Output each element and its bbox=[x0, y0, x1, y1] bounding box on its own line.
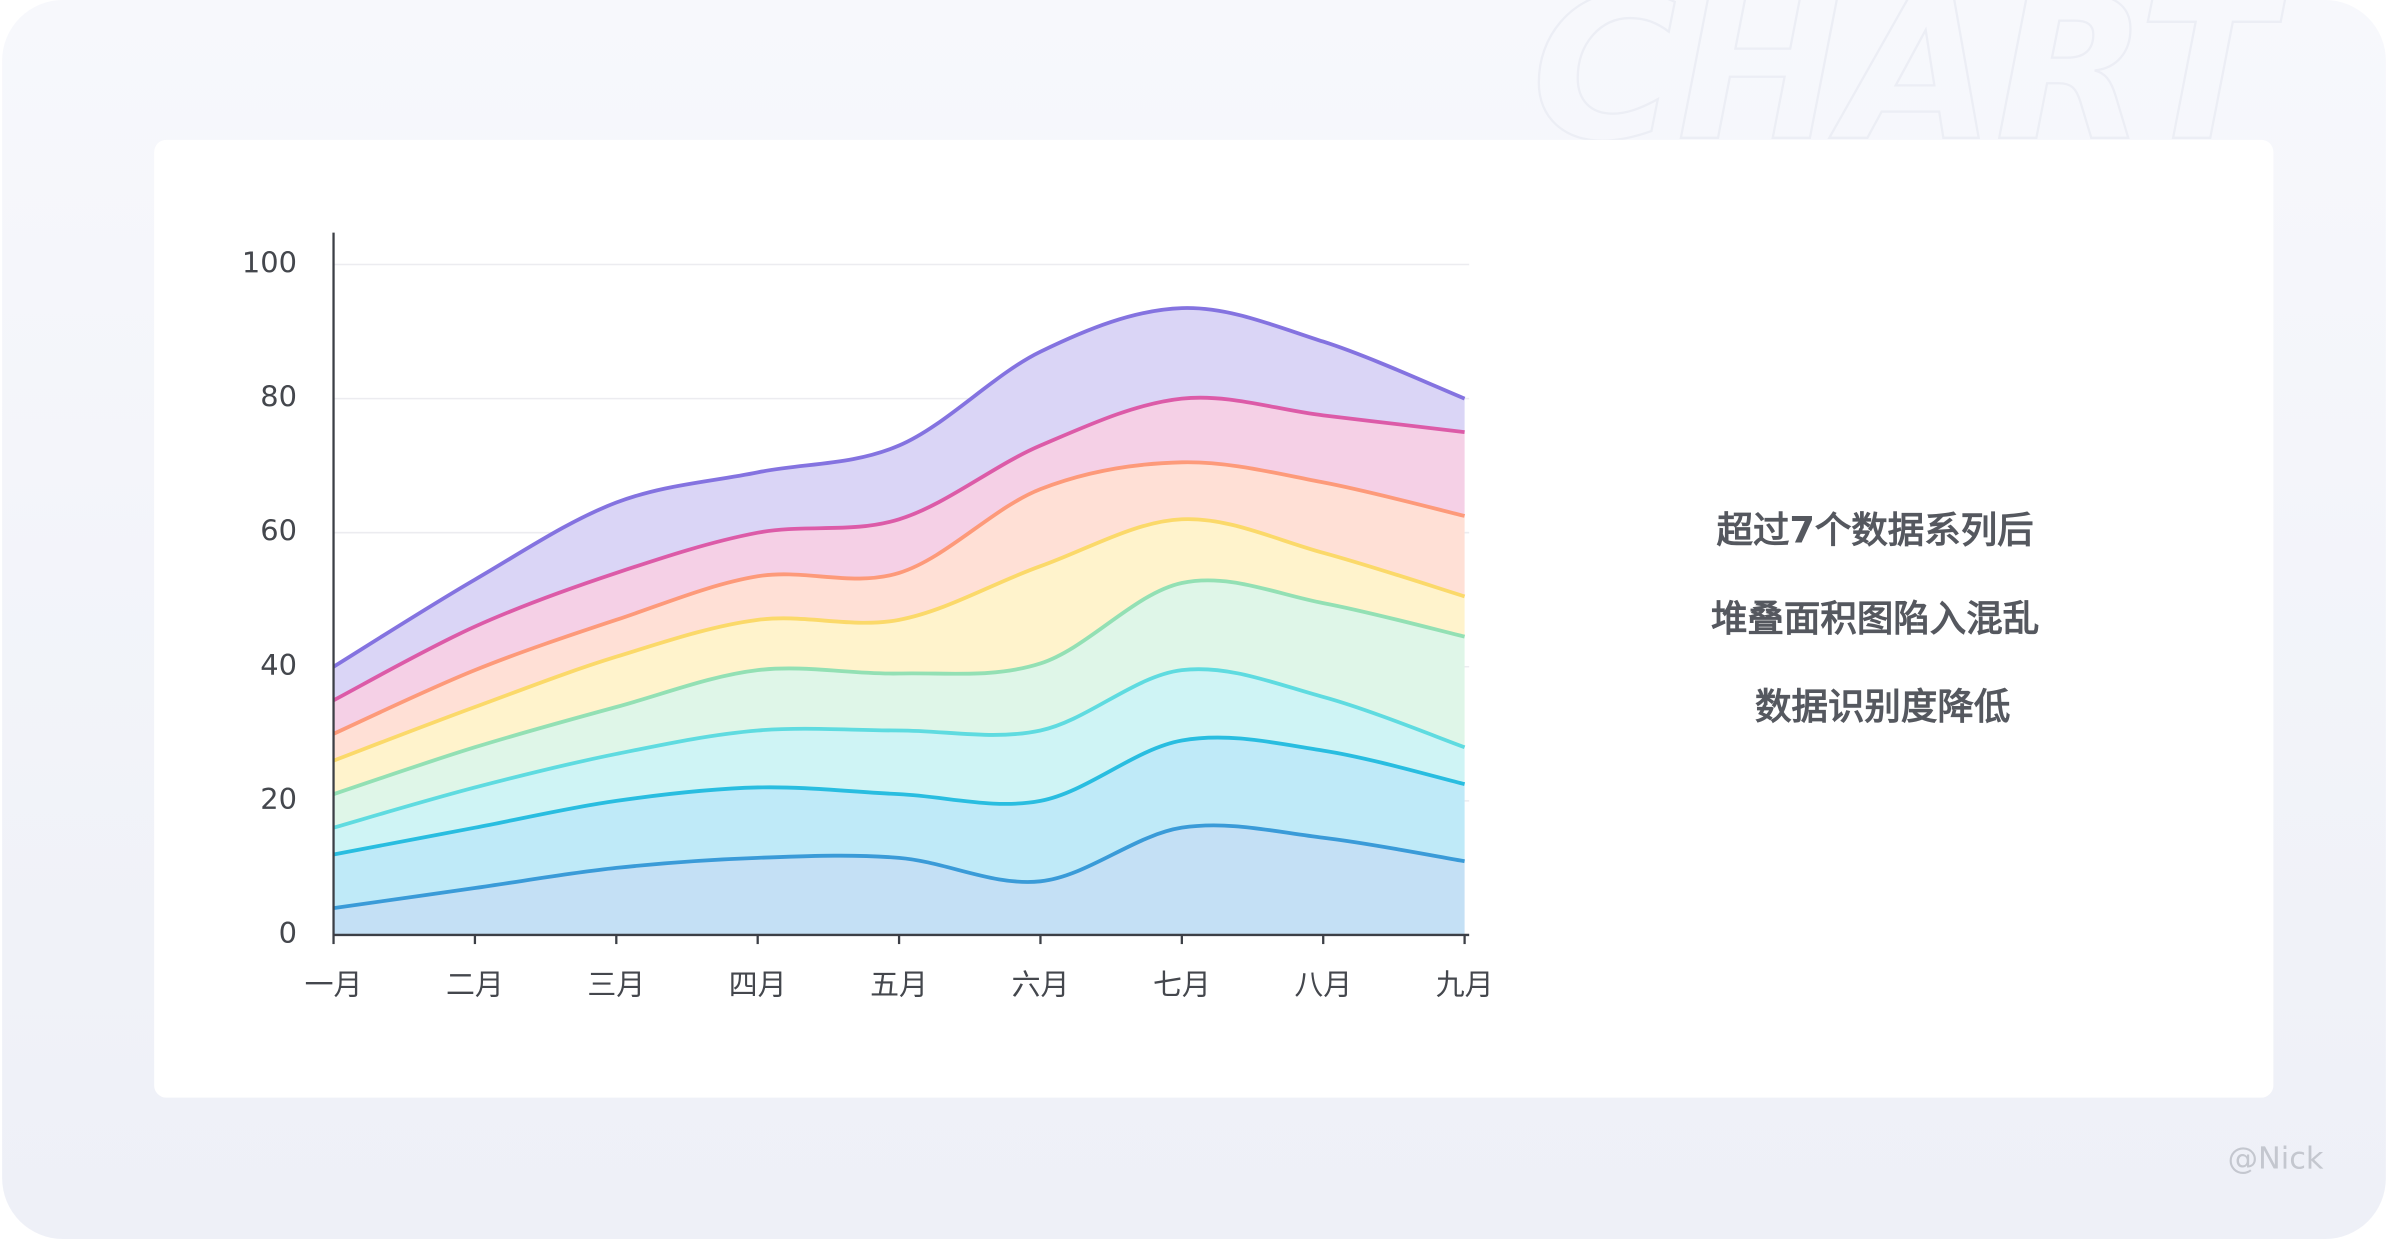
area bbox=[333, 308, 1465, 701]
line bbox=[333, 667, 1466, 830]
y-tick-label: 60 bbox=[260, 514, 297, 548]
line bbox=[333, 823, 1465, 911]
area bbox=[333, 825, 1465, 935]
x-tick-label: 二月 bbox=[446, 968, 504, 1002]
line bbox=[332, 395, 1465, 702]
side-text: 数据识别度降低 bbox=[1755, 685, 2010, 728]
y-tick-label: 80 bbox=[260, 380, 297, 414]
chart: 0 20 40 60 80 100 一月 二月 三月 四月 五月 六月 七月 八月 九月 bbox=[242, 232, 1494, 1002]
x-tick-label: 一月 bbox=[305, 968, 363, 1002]
line bbox=[333, 735, 1466, 857]
area bbox=[333, 669, 1465, 855]
side-text: 堆叠面积图陷入混乱 bbox=[1711, 597, 2039, 640]
line bbox=[332, 578, 1466, 796]
x-tick-label: 四月 bbox=[729, 968, 787, 1002]
line bbox=[332, 306, 1466, 669]
x-tick-label: 七月 bbox=[1153, 968, 1211, 1002]
y-tick-label: 40 bbox=[260, 648, 297, 682]
x-tick-label: 九月 bbox=[1436, 968, 1494, 1002]
line bbox=[332, 517, 1466, 763]
x-tick-label: 八月 bbox=[1294, 968, 1352, 1002]
side-text: 超过7个数据系列后 bbox=[1717, 509, 2034, 552]
area bbox=[333, 397, 1465, 734]
area bbox=[333, 737, 1465, 909]
area bbox=[333, 462, 1465, 761]
y-tick-label: 20 bbox=[260, 782, 297, 816]
credit: @Nick bbox=[2228, 1141, 2324, 1176]
area bbox=[333, 519, 1465, 795]
x-tick-label: 三月 bbox=[587, 968, 645, 1002]
x-tick-label: 六月 bbox=[1012, 968, 1070, 1002]
y-tick-label: 100 bbox=[242, 246, 297, 280]
x-tick-label: 五月 bbox=[870, 968, 928, 1002]
area bbox=[333, 580, 1465, 828]
y-tick-label: 0 bbox=[279, 916, 297, 950]
line bbox=[332, 460, 1466, 736]
